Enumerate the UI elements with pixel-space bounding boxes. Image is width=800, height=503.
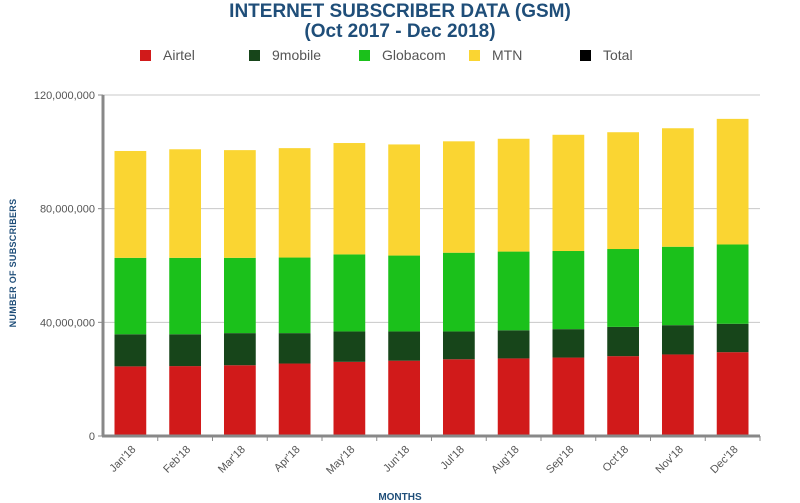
legend-swatch xyxy=(140,49,151,61)
bar-segment-airtel xyxy=(607,356,640,436)
legend-item-mtn[interactable]: MTN xyxy=(469,47,522,63)
legend-item-9mobile[interactable]: 9mobile xyxy=(249,47,321,63)
bar-segment-globacom xyxy=(333,254,366,332)
bar-segment-airtel xyxy=(223,365,256,436)
bar-segment-globacom xyxy=(661,246,694,326)
x-tick-label: Aug'18 xyxy=(489,444,521,476)
bar-segment-9mobile xyxy=(716,323,749,353)
bar-segment-airtel xyxy=(388,360,421,436)
bar-segment-9mobile xyxy=(552,329,585,358)
bar-segment-mtn xyxy=(552,134,585,252)
bar-segment-globacom xyxy=(223,257,256,334)
bar-segment-9mobile xyxy=(661,325,694,355)
legend-label: 9mobile xyxy=(272,47,322,63)
y-tick-label: 0 xyxy=(89,431,95,443)
bar-segment-mtn xyxy=(223,150,256,258)
bar-segment-9mobile xyxy=(388,331,421,361)
legend-swatch xyxy=(580,49,591,61)
legend-label: MTN xyxy=(492,47,523,63)
bar-segment-airtel xyxy=(278,363,311,436)
bar-segment-9mobile xyxy=(223,333,256,366)
legend-label: Total xyxy=(603,47,633,63)
x-tick-label: Feb'18 xyxy=(161,444,193,476)
legend-label: Airtel xyxy=(163,47,195,63)
bar-segment-globacom xyxy=(607,249,640,327)
bar-segment-mtn xyxy=(278,148,311,258)
y-axis-label: NUMBER OF SUBSCRIBERS xyxy=(8,198,18,328)
bar-segment-mtn xyxy=(442,141,475,253)
x-tick-label: Dec'18 xyxy=(708,444,740,476)
bar-segment-globacom xyxy=(442,252,475,332)
chart-title: INTERNET SUBSCRIBER DATA (GSM) xyxy=(229,1,571,22)
legend: Airtel 9mobile Globacom MTN Total xyxy=(0,47,800,69)
bar-segment-globacom xyxy=(278,257,311,334)
bar-segment-mtn xyxy=(114,150,147,258)
legend-swatch xyxy=(249,49,260,61)
x-tick-label: Mar'18 xyxy=(216,444,248,476)
x-tick-label: Jan'18 xyxy=(107,444,138,475)
bar-segment-airtel xyxy=(169,366,202,436)
legend-item-total[interactable]: Total xyxy=(580,47,633,63)
bar-segment-airtel xyxy=(333,361,366,436)
bar-segment-airtel xyxy=(661,354,694,436)
x-tick-label: Jun'18 xyxy=(381,444,412,475)
chart-subtitle: (Oct 2017 - Dec 2018) xyxy=(304,21,496,42)
bar-segment-globacom xyxy=(388,255,421,332)
bar-segment-mtn xyxy=(333,143,366,255)
x-axis-label: MONTHS xyxy=(378,492,422,503)
bar-segment-airtel xyxy=(716,352,749,436)
legend-label: Globacom xyxy=(382,47,446,63)
x-tick-label: May'18 xyxy=(324,444,357,477)
legend-item-globacom[interactable]: Globacom xyxy=(359,47,446,63)
bar-segment-mtn xyxy=(716,118,749,245)
bar-segment-9mobile xyxy=(169,334,202,367)
legend-item-airtel[interactable]: Airtel xyxy=(140,47,195,63)
bar-segment-airtel xyxy=(497,358,530,436)
legend-swatch xyxy=(469,49,480,61)
bar-segment-mtn xyxy=(388,144,421,256)
bar-segment-9mobile xyxy=(497,330,530,359)
bar-segment-globacom xyxy=(716,244,749,324)
x-tick-label: Oct'18 xyxy=(601,444,632,475)
x-tick-label: Nov'18 xyxy=(654,444,686,476)
bar-segment-9mobile xyxy=(278,333,311,364)
bar-segment-mtn xyxy=(497,138,530,252)
bar-segment-globacom xyxy=(114,257,147,335)
x-tick-label: Jul'18 xyxy=(438,444,467,473)
x-tick-label: Apr'18 xyxy=(272,444,303,475)
legend-swatch xyxy=(359,49,370,61)
x-tick-label: Sep'18 xyxy=(544,444,576,476)
bar-segment-airtel xyxy=(552,357,585,436)
y-tick-label: 40,000,000 xyxy=(40,317,95,329)
bar-segment-9mobile xyxy=(607,326,640,357)
bar-segment-globacom xyxy=(497,251,530,331)
bar-segment-9mobile xyxy=(333,331,366,362)
bar-segment-9mobile xyxy=(114,334,147,367)
bar-segment-airtel xyxy=(114,366,147,436)
bar-segment-globacom xyxy=(552,251,585,330)
bar-segment-airtel xyxy=(442,359,475,436)
y-tick-label: 120,000,000 xyxy=(34,90,95,102)
bar-segment-mtn xyxy=(607,132,640,250)
bar-segment-mtn xyxy=(661,128,694,247)
bar-segment-9mobile xyxy=(442,331,475,360)
y-tick-label: 80,000,000 xyxy=(40,204,95,216)
bar-segment-mtn xyxy=(169,149,202,258)
bar-segment-globacom xyxy=(169,257,202,335)
